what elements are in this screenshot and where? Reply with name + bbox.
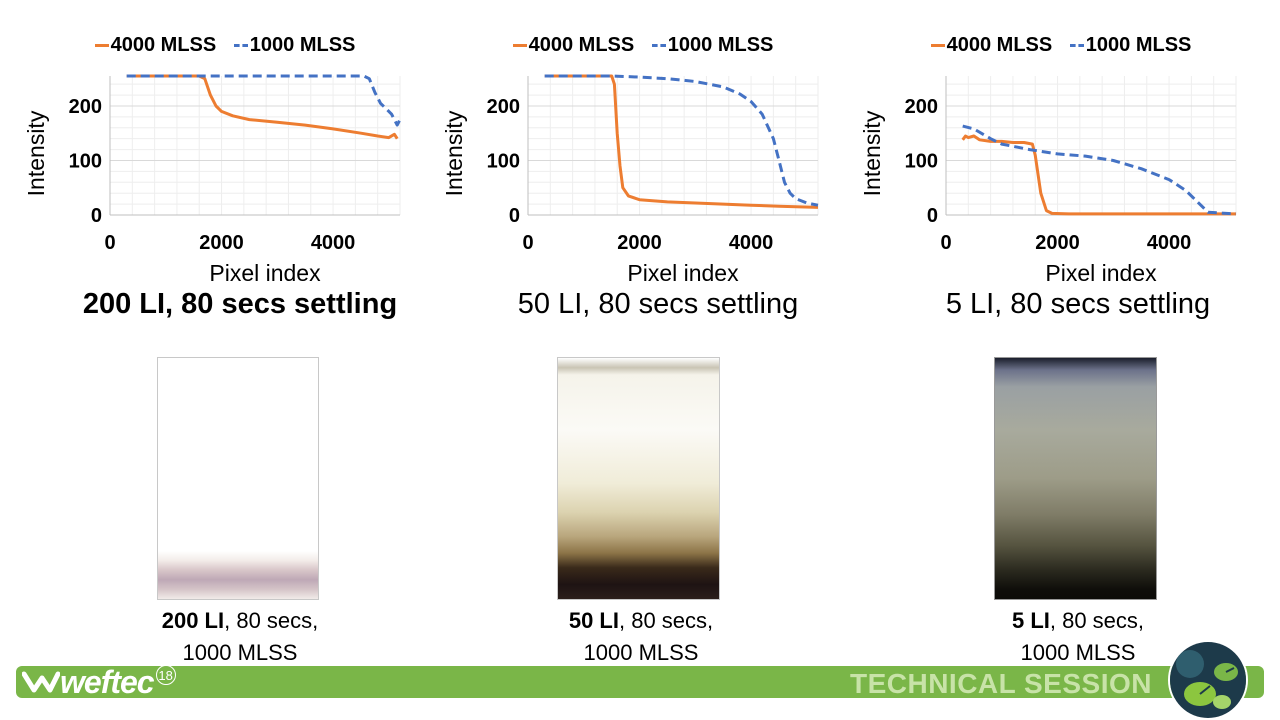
x-tick-label: 0 <box>940 232 951 254</box>
grid <box>109 76 401 216</box>
grid <box>945 76 1237 216</box>
x-tick-label: 2000 <box>617 232 662 254</box>
series-line-1000-mlss <box>126 74 402 127</box>
photo-caption-5-li: 5 LI, 80 secs, 1000 MLSS <box>1011 608 1145 665</box>
legend-item-4000-mlss: 4000 MLSS <box>94 34 216 57</box>
y-axis-label: Intensity <box>23 110 49 196</box>
grid <box>527 76 819 216</box>
lily-pad-icon <box>1168 640 1248 720</box>
x-tick-label: 4000 <box>729 232 774 254</box>
chart-panel-2: 4000 MLSS 1000 MLSS 0 2000 4000 0 100 200 Pixe… <box>438 20 848 320</box>
line-chart-50-li: 0 2000 4000 0 100 200 Pixel index Intensity <box>441 74 819 286</box>
settling-photo-50-li <box>557 357 720 600</box>
series-line-4000-mlss <box>544 74 819 209</box>
series-line-4000-mlss <box>126 74 399 140</box>
weftec-logo-text: weftec <box>60 663 155 700</box>
series-line-1000-mlss <box>962 124 1237 216</box>
x-tick-label: 4000 <box>1147 232 1192 254</box>
weftec-logo-superscript: 18 <box>155 665 176 685</box>
legend-item-1000-mlss: 1000 MLSS <box>233 34 355 57</box>
settling-photo-200-li <box>157 357 319 600</box>
settling-photo-5-li <box>994 357 1157 600</box>
legend-item-1000-mlss: 1000 MLSS <box>1069 34 1191 57</box>
y-tick-label: 200 <box>487 96 520 118</box>
y-tick-label: 0 <box>927 205 938 227</box>
chart-caption-5-li: 5 LI, 80 secs settling <box>945 288 1211 320</box>
chart-legend: 4000 MLSS 1000 MLSS <box>438 30 848 57</box>
series-line-4000-mlss <box>961 134 1236 216</box>
y-axis-label: Intensity <box>859 110 885 196</box>
x-tick-label: 4000 <box>311 232 356 254</box>
y-tick-label: 200 <box>69 96 102 118</box>
x-axis-label: Pixel index <box>209 260 321 286</box>
y-axis-label: Intensity <box>441 110 467 196</box>
x-axis-label: Pixel index <box>627 260 739 286</box>
x-axis-label: Pixel index <box>1045 260 1157 286</box>
weftec-logo: weftec 18 <box>22 662 176 702</box>
chart-panel-1: 4000 MLSS 1000 MLSS 0 2000 4000 0 100 200 Pixe… <box>20 20 430 320</box>
x-tick-label: 0 <box>104 232 115 254</box>
chart-caption-50-li: 50 LI, 80 secs settling <box>517 288 799 320</box>
x-tick-label: 2000 <box>199 232 244 254</box>
y-tick-label: 100 <box>487 150 520 172</box>
chart-legend: 4000 MLSS 1000 MLSS <box>856 30 1266 57</box>
chart-legend: 4000 MLSS 1000 MLSS <box>20 30 430 57</box>
line-chart-5-li: 0 2000 4000 0 100 200 Pixel index Intensity <box>859 76 1237 286</box>
series-line-1000-mlss <box>544 74 819 207</box>
y-tick-label: 100 <box>905 150 938 172</box>
technical-session-label: TECHNICAL SESSION <box>849 668 1152 699</box>
legend-item-4000-mlss: 4000 MLSS <box>930 34 1052 57</box>
y-tick-label: 0 <box>509 205 520 227</box>
photo-caption-50-li: 50 LI, 80 secs, 1000 MLSS <box>568 608 714 665</box>
footer-bar: TECHNICAL SESSION <box>16 666 1264 699</box>
y-tick-label: 0 <box>91 205 102 227</box>
photo-caption-200-li: 200 LI, 80 secs, 1000 MLSS <box>161 608 319 665</box>
legend-item-4000-mlss: 4000 MLSS <box>512 34 634 57</box>
chart-caption-200-li: 200 LI, 80 secs settling <box>82 288 398 320</box>
line-chart-200-li: 0 2000 4000 0 100 200 Pixel index Intensity <box>23 74 402 286</box>
y-tick-label: 100 <box>69 150 102 172</box>
weftec-chevron-icon <box>22 671 60 693</box>
legend-item-1000-mlss: 1000 MLSS <box>651 34 773 57</box>
x-tick-label: 2000 <box>1035 232 1080 254</box>
x-tick-label: 0 <box>522 232 533 254</box>
y-tick-label: 200 <box>905 96 938 118</box>
chart-panel-3: 4000 MLSS 1000 MLSS 0 2000 4000 0 100 200 Pixe… <box>856 20 1266 320</box>
